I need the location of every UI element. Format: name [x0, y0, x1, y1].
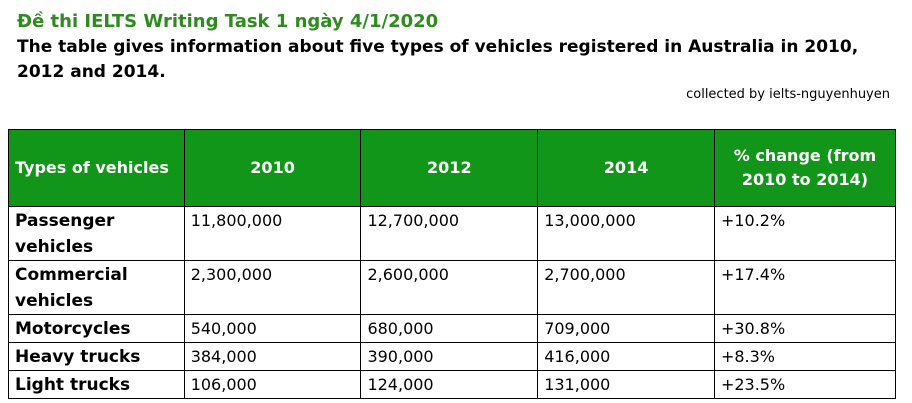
cell-change: +30.8%: [713, 314, 897, 343]
row-label: Heavy trucks: [8, 342, 185, 371]
cell-2010: 540,000: [183, 314, 362, 343]
credit-line: collected by ielts-nguyenhuyen: [686, 87, 890, 102]
cell-change: +8.3%: [713, 342, 897, 371]
cell-change: +10.2%: [713, 206, 897, 261]
cell-2014: 2,700,000: [537, 260, 715, 315]
page-heading: Đề thi IELTS Writing Task 1 ngày 4/1/202…: [17, 11, 439, 32]
cell-2010: 106,000: [183, 370, 362, 399]
cell-change: +23.5%: [713, 370, 897, 399]
table-row: Heavy trucks 384,000 390,000 416,000 +8.…: [8, 342, 897, 371]
cell-2012: 680,000: [360, 314, 539, 343]
cell-2012: 12,700,000: [360, 206, 539, 261]
row-label: Motorcycles: [8, 314, 185, 343]
row-label: Commercial vehicles: [8, 260, 185, 315]
header-percent-change: % change (from 2010 to 2014): [713, 129, 897, 207]
table-header-row: Types of vehicles 2010 2012 2014 % chang…: [8, 129, 897, 207]
cell-2014: 131,000: [537, 370, 715, 399]
header-2012: 2012: [360, 129, 539, 207]
cell-2012: 124,000: [360, 370, 539, 399]
cell-2010: 2,300,000: [183, 260, 362, 315]
task-description: The table gives information about five t…: [17, 37, 859, 82]
header-2014: 2014: [537, 129, 715, 207]
cell-2014: 416,000: [537, 342, 715, 371]
cell-2012: 2,600,000: [360, 260, 539, 315]
cell-2010: 384,000: [183, 342, 362, 371]
cell-change: +17.4%: [713, 260, 897, 315]
cell-2014: 13,000,000: [537, 206, 715, 261]
vehicles-table: Types of vehicles 2010 2012 2014 % chang…: [8, 129, 897, 399]
header-types: Types of vehicles: [8, 129, 185, 207]
table-row: Motorcycles 540,000 680,000 709,000 +30.…: [8, 314, 897, 343]
cell-2014: 709,000: [537, 314, 715, 343]
row-label: Passenger vehicles: [8, 206, 185, 261]
table-row: Light trucks 106,000 124,000 131,000 +23…: [8, 370, 897, 399]
table-row: Passenger vehicles 11,800,000 12,700,000…: [8, 206, 897, 261]
table-row: Commercial vehicles 2,300,000 2,600,000 …: [8, 260, 897, 315]
cell-2012: 390,000: [360, 342, 539, 371]
header-2010: 2010: [183, 129, 362, 207]
cell-2010: 11,800,000: [183, 206, 362, 261]
row-label: Light trucks: [8, 370, 185, 399]
